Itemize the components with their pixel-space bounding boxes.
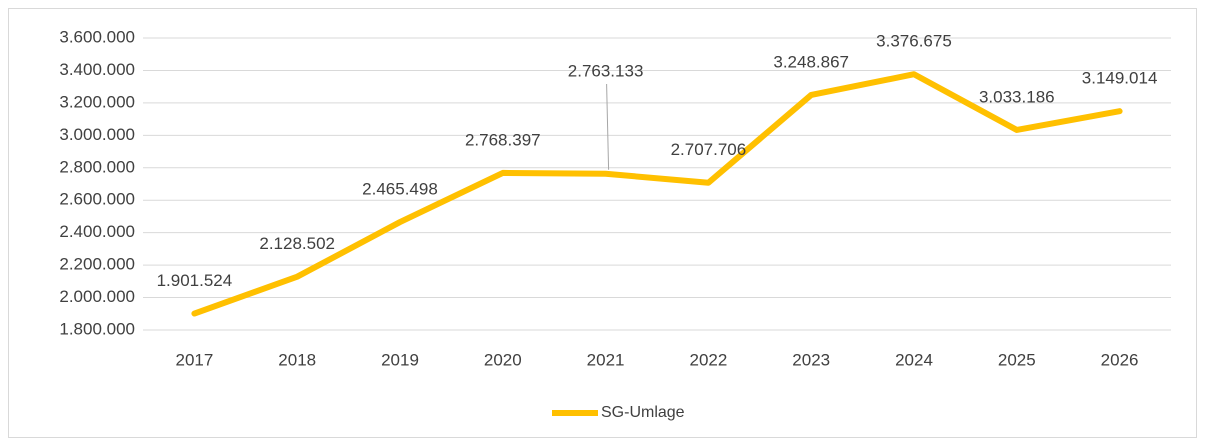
x-tick-label: 2021 [587,350,625,369]
data-line [191,71,1123,317]
chart-border [8,8,1197,438]
y-tick-label: 3.400.000 [59,60,135,79]
y-tick-label: 3.200.000 [59,92,135,111]
x-tick-label: 2026 [1101,350,1139,369]
data-label: 3.149.014 [1082,69,1158,88]
y-tick-label: 2.800.000 [59,157,135,176]
data-label: 2.128.502 [259,234,335,253]
y-tick-label: 3.600.000 [59,27,135,46]
data-label: 1.901.524 [157,271,233,290]
data-label: 3.033.186 [979,87,1055,106]
legend-label: SG-Umlage [601,404,685,421]
y-tick-label: 2.400.000 [59,222,135,241]
y-tick-label: 2.600.000 [59,190,135,209]
x-tick-label: 2022 [689,350,727,369]
y-tick-label: 2.000.000 [59,287,135,306]
x-tick-label: 2020 [484,350,522,369]
x-tick-label: 2019 [381,350,419,369]
data-label: 3.248.867 [773,52,849,71]
data-label: 2.465.498 [362,180,438,199]
x-tick-label: 2024 [895,350,933,369]
data-label: 2.768.397 [465,130,541,149]
y-tick-label: 2.200.000 [59,255,135,274]
data-label: 2.707.706 [671,140,747,159]
data-label: 3.376.675 [876,32,952,51]
data-label: 2.763.133 [568,61,644,80]
x-tick-label: 2018 [278,350,316,369]
y-tick-label: 3.000.000 [59,125,135,144]
y-tick-label: 1.800.000 [59,319,135,338]
x-tick-label: 2025 [998,350,1036,369]
x-tick-label: 2017 [175,350,213,369]
leader-line [606,83,610,170]
x-tick-label: 2023 [792,350,830,369]
